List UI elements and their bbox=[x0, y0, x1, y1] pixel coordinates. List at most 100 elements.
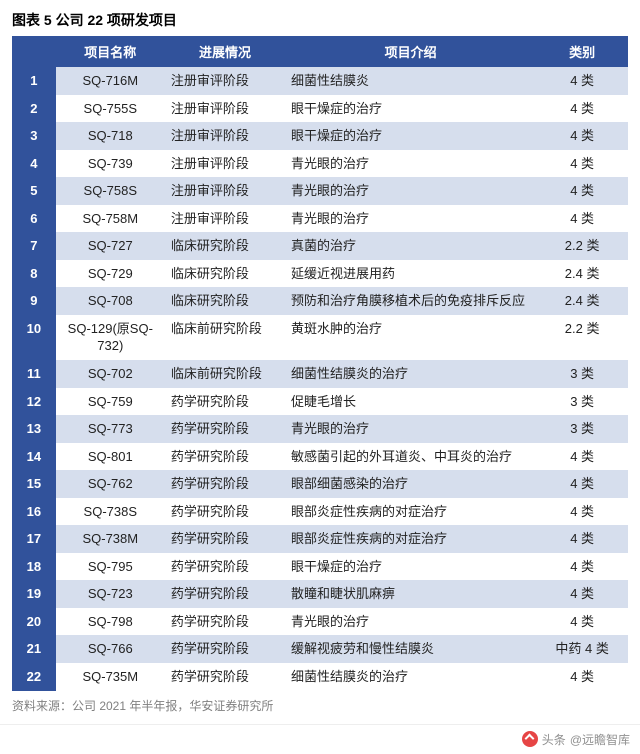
cell-name: SQ-129(原SQ-732) bbox=[56, 315, 165, 360]
cell-name: SQ-729 bbox=[56, 260, 165, 288]
cell-idx: 5 bbox=[12, 177, 56, 205]
cell-idx: 2 bbox=[12, 95, 56, 123]
cell-desc: 眼干燥症的治疗 bbox=[285, 553, 536, 581]
table-row: 4SQ-739注册审评阶段青光眼的治疗4 类 bbox=[12, 150, 628, 178]
cell-idx: 21 bbox=[12, 635, 56, 663]
cell-stage: 药学研究阶段 bbox=[165, 580, 285, 608]
cell-idx: 13 bbox=[12, 415, 56, 443]
table-row: 22SQ-735M药学研究阶段细菌性结膜炎的治疗4 类 bbox=[12, 663, 628, 691]
cell-stage: 临床前研究阶段 bbox=[165, 315, 285, 360]
cell-cat: 4 类 bbox=[536, 553, 628, 581]
cell-desc: 缓解视疲劳和慢性结膜炎 bbox=[285, 635, 536, 663]
cell-name: SQ-738S bbox=[56, 498, 165, 526]
cell-desc: 眼部炎症性疾病的对症治疗 bbox=[285, 525, 536, 553]
cell-name: SQ-759 bbox=[56, 388, 165, 416]
cell-cat: 4 类 bbox=[536, 498, 628, 526]
cell-cat: 4 类 bbox=[536, 525, 628, 553]
cell-cat: 中药 4 类 bbox=[536, 635, 628, 663]
footer-author: @远瞻智库 bbox=[570, 731, 630, 748]
cell-name: SQ-727 bbox=[56, 232, 165, 260]
table-row: 16SQ-738S药学研究阶段眼部炎症性疾病的对症治疗4 类 bbox=[12, 498, 628, 526]
cell-stage: 注册审评阶段 bbox=[165, 205, 285, 233]
cell-idx: 15 bbox=[12, 470, 56, 498]
cell-stage: 药学研究阶段 bbox=[165, 470, 285, 498]
cell-name: SQ-762 bbox=[56, 470, 165, 498]
cell-stage: 药学研究阶段 bbox=[165, 553, 285, 581]
table-row: 12SQ-759药学研究阶段促睫毛增长3 类 bbox=[12, 388, 628, 416]
cell-cat: 4 类 bbox=[536, 122, 628, 150]
cell-cat: 4 类 bbox=[536, 67, 628, 95]
cell-idx: 16 bbox=[12, 498, 56, 526]
cell-stage: 药学研究阶段 bbox=[165, 663, 285, 691]
cell-desc: 青光眼的治疗 bbox=[285, 608, 536, 636]
cell-desc: 促睫毛增长 bbox=[285, 388, 536, 416]
cell-stage: 药学研究阶段 bbox=[165, 525, 285, 553]
toutiao-icon bbox=[522, 731, 538, 747]
cell-name: SQ-795 bbox=[56, 553, 165, 581]
cell-cat: 2.2 类 bbox=[536, 315, 628, 360]
cell-name: SQ-801 bbox=[56, 443, 165, 471]
table-row: 18SQ-795药学研究阶段眼干燥症的治疗4 类 bbox=[12, 553, 628, 581]
cell-stage: 注册审评阶段 bbox=[165, 67, 285, 95]
cell-desc: 眼部炎症性疾病的对症治疗 bbox=[285, 498, 536, 526]
cell-idx: 20 bbox=[12, 608, 56, 636]
cell-stage: 临床研究阶段 bbox=[165, 232, 285, 260]
cell-stage: 药学研究阶段 bbox=[165, 443, 285, 471]
table-row: 1SQ-716M注册审评阶段细菌性结膜炎4 类 bbox=[12, 67, 628, 95]
table-row: 7SQ-727临床研究阶段真菌的治疗2.2 类 bbox=[12, 232, 628, 260]
cell-desc: 细菌性结膜炎的治疗 bbox=[285, 663, 536, 691]
cell-cat: 4 类 bbox=[536, 443, 628, 471]
cell-cat: 4 类 bbox=[536, 205, 628, 233]
cell-desc: 预防和治疗角膜移植术后的免疫排斥反应 bbox=[285, 287, 536, 315]
cell-name: SQ-758M bbox=[56, 205, 165, 233]
cell-idx: 10 bbox=[12, 315, 56, 360]
cell-idx: 1 bbox=[12, 67, 56, 95]
cell-cat: 3 类 bbox=[536, 360, 628, 388]
cell-stage: 药学研究阶段 bbox=[165, 415, 285, 443]
cell-stage: 临床研究阶段 bbox=[165, 260, 285, 288]
cell-idx: 6 bbox=[12, 205, 56, 233]
cell-idx: 4 bbox=[12, 150, 56, 178]
cell-desc: 细菌性结膜炎 bbox=[285, 67, 536, 95]
cell-name: SQ-708 bbox=[56, 287, 165, 315]
cell-idx: 3 bbox=[12, 122, 56, 150]
cell-stage: 药学研究阶段 bbox=[165, 498, 285, 526]
cell-stage: 临床前研究阶段 bbox=[165, 360, 285, 388]
cell-desc: 眼部细菌感染的治疗 bbox=[285, 470, 536, 498]
table-row: 17SQ-738M药学研究阶段眼部炎症性疾病的对症治疗4 类 bbox=[12, 525, 628, 553]
cell-idx: 19 bbox=[12, 580, 56, 608]
cell-cat: 4 类 bbox=[536, 150, 628, 178]
table-row: 8SQ-729临床研究阶段延缓近视进展用药2.4 类 bbox=[12, 260, 628, 288]
cell-name: SQ-723 bbox=[56, 580, 165, 608]
cell-stage: 药学研究阶段 bbox=[165, 388, 285, 416]
page-footer: 头条 @远瞻智库 bbox=[0, 724, 640, 754]
cell-name: SQ-735M bbox=[56, 663, 165, 691]
table-row: 19SQ-723药学研究阶段散瞳和睫状肌麻痹4 类 bbox=[12, 580, 628, 608]
th-blank bbox=[12, 36, 56, 67]
cell-desc: 真菌的治疗 bbox=[285, 232, 536, 260]
cell-idx: 11 bbox=[12, 360, 56, 388]
cell-cat: 4 类 bbox=[536, 470, 628, 498]
source-note: 资料来源：公司 2021 年半年报，华安证券研究所 bbox=[12, 691, 628, 714]
cell-desc: 细菌性结膜炎的治疗 bbox=[285, 360, 536, 388]
cell-name: SQ-718 bbox=[56, 122, 165, 150]
cell-idx: 8 bbox=[12, 260, 56, 288]
cell-desc: 青光眼的治疗 bbox=[285, 150, 536, 178]
cell-cat: 3 类 bbox=[536, 415, 628, 443]
cell-idx: 12 bbox=[12, 388, 56, 416]
chart-title: 图表 5 公司 22 项研发项目 bbox=[12, 6, 628, 36]
cell-name: SQ-758S bbox=[56, 177, 165, 205]
cell-stage: 注册审评阶段 bbox=[165, 177, 285, 205]
table-row: 6SQ-758M注册审评阶段青光眼的治疗4 类 bbox=[12, 205, 628, 233]
th-cat: 类别 bbox=[536, 36, 628, 67]
th-stage: 进展情况 bbox=[165, 36, 285, 67]
cell-stage: 临床研究阶段 bbox=[165, 287, 285, 315]
cell-name: SQ-738M bbox=[56, 525, 165, 553]
table-row: 9SQ-708临床研究阶段预防和治疗角膜移植术后的免疫排斥反应2.4 类 bbox=[12, 287, 628, 315]
cell-cat: 4 类 bbox=[536, 608, 628, 636]
cell-idx: 18 bbox=[12, 553, 56, 581]
cell-desc: 敏感菌引起的外耳道炎、中耳炎的治疗 bbox=[285, 443, 536, 471]
cell-idx: 7 bbox=[12, 232, 56, 260]
cell-cat: 2.4 类 bbox=[536, 260, 628, 288]
table-row: 20SQ-798药学研究阶段青光眼的治疗4 类 bbox=[12, 608, 628, 636]
